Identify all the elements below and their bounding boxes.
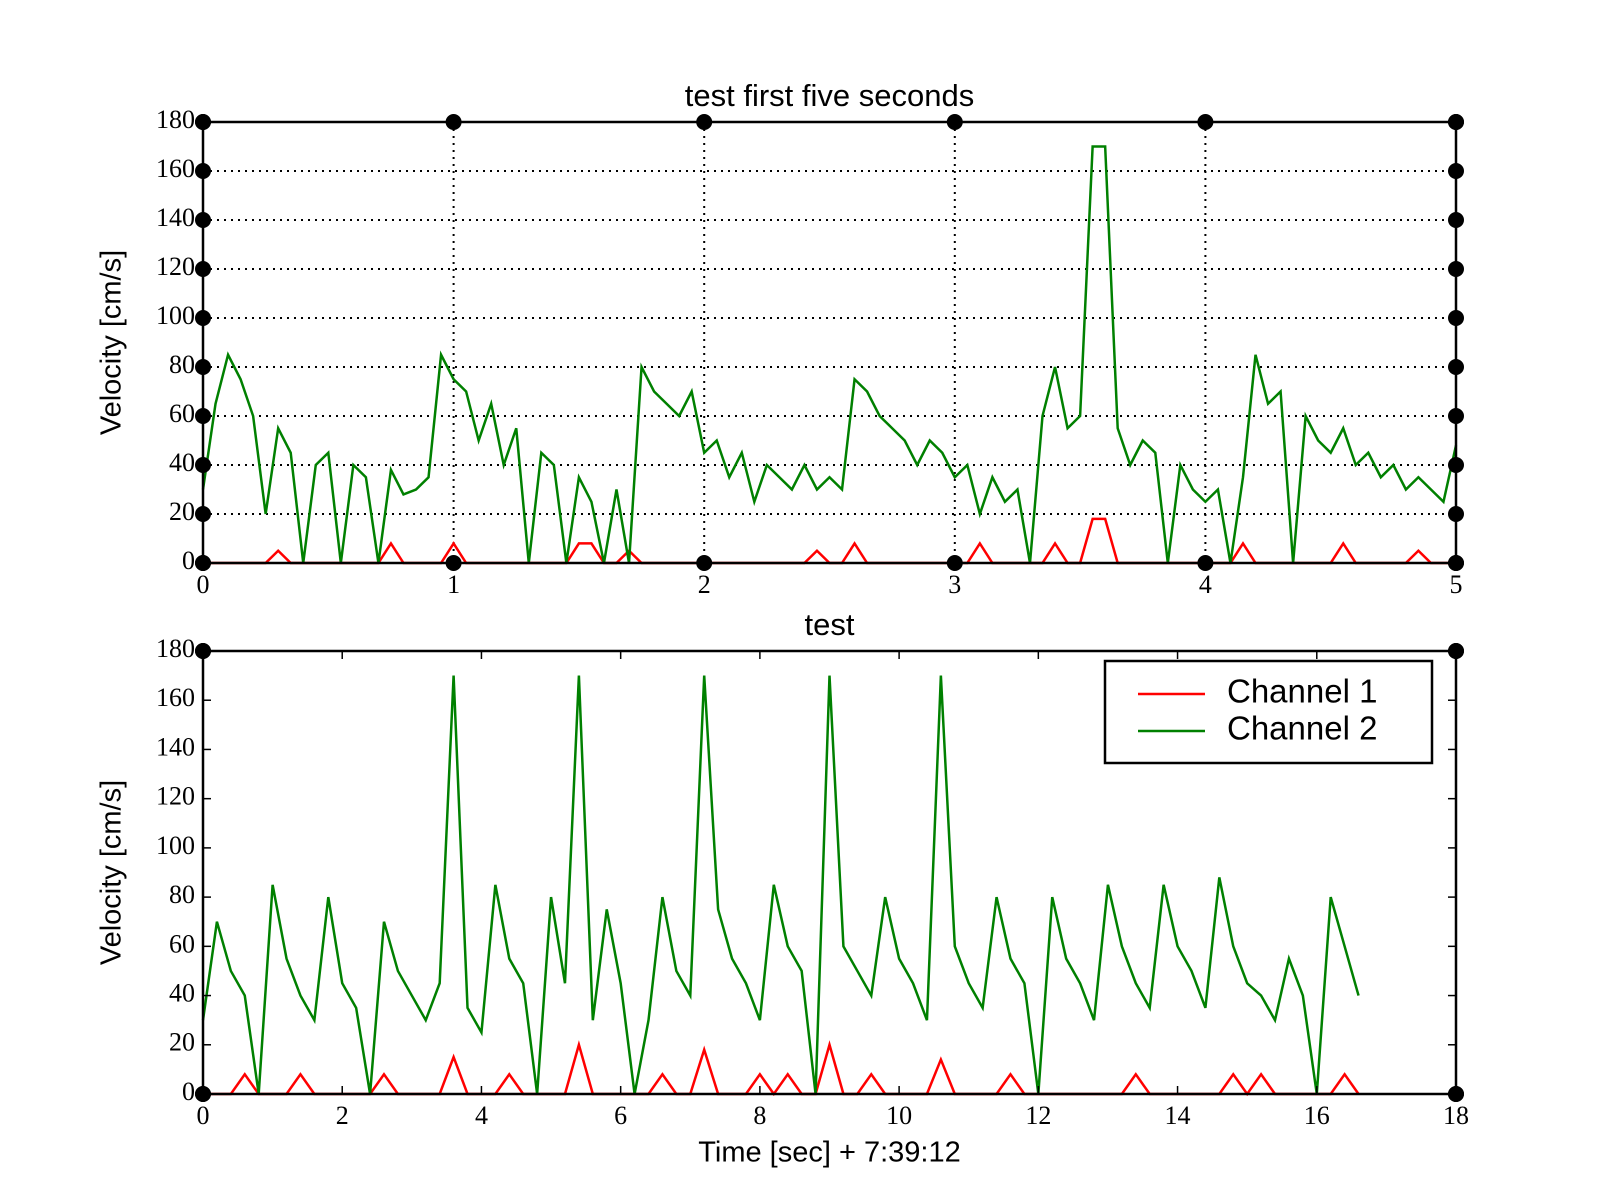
tick-marker — [1448, 555, 1464, 571]
x-tick-label: 18 — [1443, 1101, 1469, 1130]
y-tick-label: 60 — [169, 929, 195, 958]
y-tick-label: 140 — [156, 203, 195, 232]
x-tick-label: 4 — [475, 1101, 488, 1130]
x-tick-label: 4 — [1199, 570, 1212, 599]
tick-marker — [1197, 114, 1214, 130]
x-tick-label: 10 — [886, 1101, 912, 1130]
y-tick-label: 80 — [169, 350, 195, 379]
y-tick-label: 40 — [169, 979, 195, 1008]
x-axis-label: Time [sec] + 7:39:12 — [698, 1137, 960, 1169]
y-tick-label: 0 — [182, 1077, 195, 1106]
y-tick-label: 40 — [169, 448, 195, 477]
plot-frame — [201, 120, 1458, 565]
tick-marker — [1448, 114, 1464, 130]
tick-marker — [946, 114, 963, 130]
tick-marker — [195, 506, 211, 522]
y-axis-label: Velocity [cm/s] — [96, 780, 128, 965]
y-tick-label: 120 — [156, 782, 195, 811]
tick-marker — [1448, 212, 1464, 228]
data-line — [203, 517, 1456, 565]
x-tick-label: 14 — [1165, 1101, 1191, 1130]
y-tick-label: 180 — [156, 634, 195, 663]
y-tick-label: 160 — [156, 683, 195, 712]
y-tick-label: 140 — [156, 732, 195, 761]
tick-marker — [195, 261, 211, 277]
x-tick-label: 1 — [447, 570, 460, 599]
tick-marker — [1448, 261, 1464, 277]
tick-marker — [1448, 408, 1464, 424]
y-tick-label: 180 — [156, 105, 195, 134]
data-line — [201, 145, 1458, 564]
y-tick-label: 20 — [169, 1028, 195, 1057]
y-axis-label: Velocity [cm/s] — [96, 250, 128, 435]
tick-marker — [1448, 457, 1464, 473]
x-tick-label: 2 — [698, 570, 711, 599]
tick-marker — [696, 114, 713, 130]
tick-marker — [1448, 506, 1464, 522]
y-tick-label: 0 — [182, 546, 195, 575]
legend-label: Channel 2 — [1227, 710, 1377, 747]
x-tick-label: 12 — [1025, 1101, 1051, 1130]
tick-marker — [195, 1086, 211, 1102]
chart-title: test first five seconds — [685, 78, 974, 113]
tick-marker — [1197, 555, 1214, 571]
tick-marker — [946, 555, 963, 571]
x-tick-label: 0 — [197, 570, 210, 599]
x-tick-label: 2 — [336, 1101, 349, 1130]
tick-marker — [195, 555, 211, 571]
tick-marker — [195, 359, 211, 375]
tick-marker — [1448, 163, 1464, 179]
tick-marker — [195, 643, 211, 659]
y-tick-label: 60 — [169, 399, 195, 428]
tick-marker — [445, 114, 462, 130]
legend-label: Channel 1 — [1227, 673, 1377, 710]
y-tick-label: 100 — [156, 301, 195, 330]
x-tick-label: 5 — [1450, 570, 1463, 599]
data-line — [203, 1040, 1360, 1097]
y-tick-label: 80 — [169, 880, 195, 909]
x-tick-label: 8 — [753, 1101, 766, 1130]
tick-marker — [195, 457, 211, 473]
tick-marker — [1448, 643, 1464, 659]
data-line — [201, 675, 1360, 1095]
tick-marker — [445, 555, 462, 571]
legend-box — [1103, 659, 1434, 765]
tick-marker — [195, 408, 211, 424]
tick-marker — [1448, 1086, 1464, 1102]
tick-marker — [195, 114, 211, 130]
tick-marker — [1448, 359, 1464, 375]
x-tick-label: 6 — [614, 1101, 627, 1130]
x-tick-label: 16 — [1304, 1101, 1330, 1130]
tick-marker — [195, 310, 211, 326]
tick-marker — [1448, 310, 1464, 326]
y-tick-label: 120 — [156, 252, 195, 281]
tick-marker — [195, 163, 211, 179]
tick-marker — [696, 555, 713, 571]
y-tick-label: 100 — [156, 831, 195, 860]
y-tick-label: 160 — [156, 154, 195, 183]
x-tick-label: 0 — [197, 1101, 210, 1130]
chart-title: test — [805, 607, 855, 642]
y-tick-label: 20 — [169, 497, 195, 526]
plot-frame — [201, 649, 1458, 1096]
x-tick-label: 3 — [948, 570, 961, 599]
tick-marker — [195, 212, 211, 228]
